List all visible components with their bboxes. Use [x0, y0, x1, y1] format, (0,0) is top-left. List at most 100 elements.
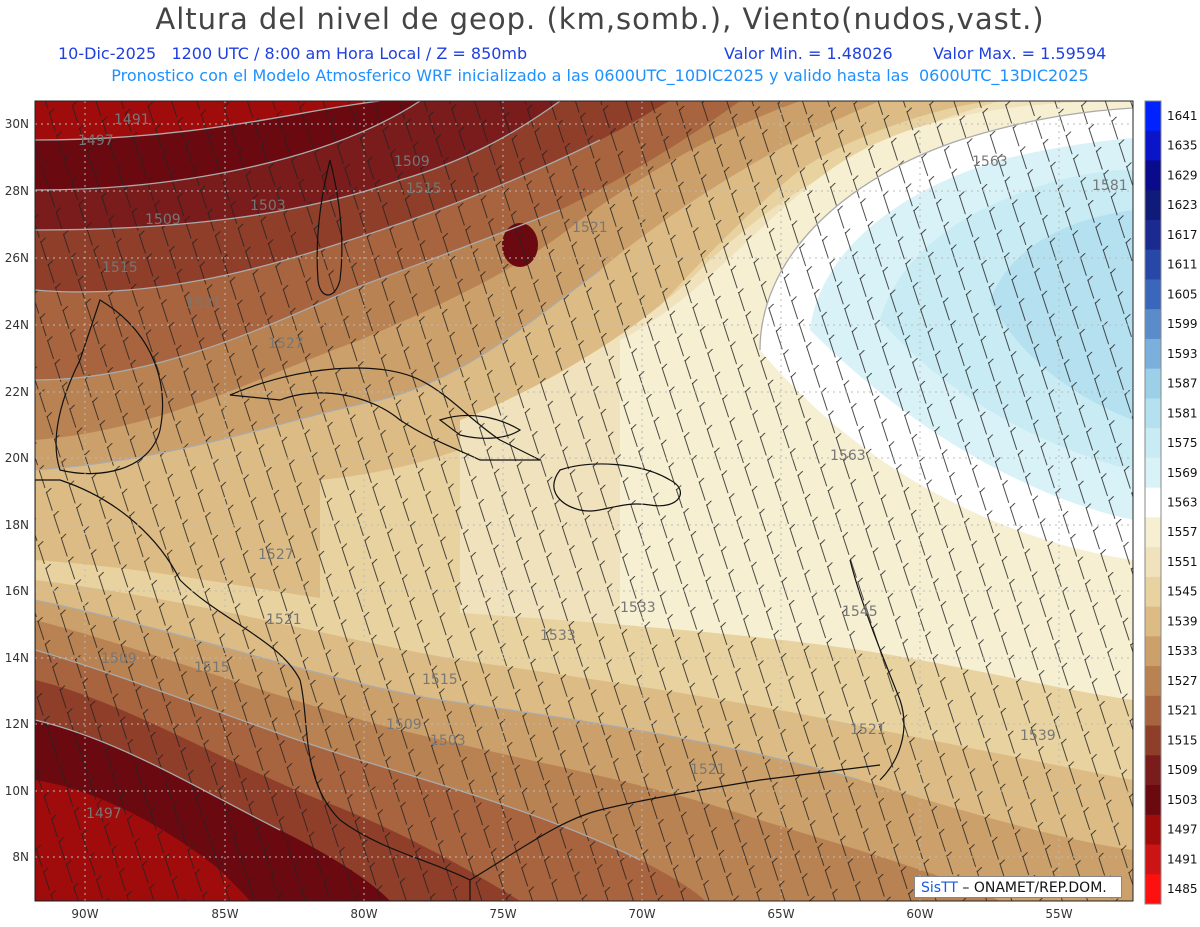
contour-labels: 1491 1497 1509 1503 1515 1509 1515 1521 …	[78, 112, 1128, 822]
colorbar-swatch	[1145, 219, 1161, 251]
contour-label: 1491	[114, 112, 150, 128]
lat-label: 28N	[5, 184, 29, 198]
lat-label: 10N	[5, 784, 29, 798]
colorbar-swatch	[1145, 487, 1161, 518]
contour-label: 1515	[102, 260, 138, 276]
contour-label: 1515	[194, 660, 230, 676]
colorbar-label: 1593	[1167, 347, 1198, 361]
geopotential-contours	[35, 101, 1133, 861]
colorbar-swatch	[1145, 636, 1161, 667]
colorbar-label: 1491	[1167, 852, 1198, 866]
valid-time: 10-Dic-2025 1200 UTC / 8:00 am Hora Loca…	[58, 44, 528, 63]
contour-label: 1527	[268, 336, 304, 352]
colorbar-swatch	[1145, 844, 1161, 875]
map-frame	[34, 100, 1134, 902]
lat-label: 12N	[5, 717, 29, 731]
contour-label: 1515	[406, 181, 442, 197]
colorbar-label: 1587	[1167, 377, 1198, 391]
colorbar-label: 1533	[1167, 644, 1198, 658]
colorbar-swatch	[1145, 725, 1161, 756]
colorbar-swatch	[1145, 517, 1161, 548]
colorbar-swatch	[1145, 695, 1161, 727]
contour-label: 1521	[690, 762, 726, 778]
colorbar-swatch	[1145, 547, 1161, 578]
colorbar-swatch	[1145, 785, 1161, 816]
contour-label: 1509	[394, 154, 430, 170]
model-note: Pronostico con el Modelo Atmosferico WRF…	[111, 66, 1089, 85]
lat-label: 8N	[12, 850, 29, 864]
contour-label: 1497	[78, 133, 114, 149]
min-value: Valor Min. = 1.48026	[724, 44, 893, 63]
contour-label: 1515	[422, 672, 458, 688]
colorbar-label: 1623	[1167, 198, 1198, 212]
colorbar-label: 1521	[1167, 704, 1198, 718]
longitude-axis: 90W 85W 80W 75W 70W 65W 60W 55W	[71, 907, 1072, 921]
colorbar: 1641 1635 1629 1623 1617 1611 1605 1599 1593 1587…	[1144, 100, 1198, 905]
lat-label: 18N	[5, 518, 29, 532]
colorbar-label: 1503	[1167, 793, 1198, 807]
contour-label: 1509	[386, 717, 422, 733]
contour-label: 1509	[145, 212, 181, 228]
lon-label: 75W	[489, 907, 516, 921]
contour-label: 1563	[830, 448, 866, 464]
geopotential-field	[35, 101, 1133, 901]
sistt-logo: SisTT	[921, 880, 958, 896]
colorbar-label: 1575	[1167, 436, 1198, 450]
colorbar-swatch	[1145, 249, 1161, 280]
colorbar-label: 1605	[1167, 287, 1198, 301]
colorbar-swatch	[1145, 309, 1161, 340]
contour-label: 1527	[258, 547, 294, 563]
colorbar-label: 1581	[1167, 406, 1198, 420]
colorbar-swatch	[1145, 279, 1161, 310]
contour-label: 1533	[540, 628, 576, 644]
colorbar-swatch	[1145, 814, 1161, 846]
colorbar-label: 1545	[1167, 585, 1198, 599]
colorbar-swatch	[1145, 160, 1161, 191]
contour-label: 1521	[266, 612, 302, 628]
colorbar-swatch	[1145, 130, 1161, 161]
lat-label: 26N	[5, 251, 29, 265]
colorbar-label: 1635	[1167, 139, 1198, 153]
colorbar-label: 1551	[1167, 555, 1198, 569]
colorbar-swatch	[1145, 874, 1161, 905]
credit-text: – ONAMET/REP.DOM.	[962, 880, 1107, 896]
contour-label: 1509	[101, 651, 137, 667]
contour-label: 1521	[850, 722, 886, 738]
contour-label: 1539	[1020, 728, 1056, 744]
colorbar-swatch	[1145, 606, 1161, 637]
credit-box: SisTT – ONAMET/REP.DOM.	[914, 876, 1122, 898]
contour-label: 1533	[620, 600, 656, 616]
colorbar-swatch	[1145, 338, 1161, 370]
lon-label: 80W	[350, 907, 377, 921]
lon-label: 70W	[628, 907, 655, 921]
colorbar-label: 1557	[1167, 525, 1198, 539]
colorbar-label: 1539	[1167, 614, 1198, 628]
colorbar-swatch	[1145, 755, 1161, 786]
lon-label: 90W	[71, 907, 98, 921]
colorbar-label: 1563	[1167, 496, 1198, 510]
contour-label: 1563	[972, 154, 1008, 170]
lat-label: 22N	[5, 385, 29, 399]
colorbar-label: 1611	[1167, 258, 1198, 272]
colorbar-label: 1509	[1167, 763, 1198, 777]
colorbar-label: 1599	[1167, 317, 1198, 331]
lat-label: 24N	[5, 318, 29, 332]
lat-label: 16N	[5, 584, 29, 598]
contour-label: 1581	[1092, 178, 1128, 194]
colorbar-label: 1629	[1167, 168, 1198, 182]
colorbar-label: 1569	[1167, 466, 1198, 480]
colorbar-swatch	[1145, 457, 1161, 489]
colorbar-label: 1527	[1167, 674, 1198, 688]
contour-label: 1521	[186, 296, 222, 312]
contour-label: 1545	[842, 604, 878, 620]
lon-label: 60W	[906, 907, 933, 921]
map-title: Altura del nivel de geop. (km,somb.), Vi…	[155, 2, 1045, 36]
latitude-axis: 30N 28N 26N 24N 22N 20N 18N 16N 14N 12N …	[5, 117, 29, 864]
colorbar-swatch	[1145, 368, 1161, 399]
colorbar-swatch	[1145, 666, 1161, 697]
colorbar-label: 1485	[1167, 882, 1198, 896]
lon-label: 85W	[211, 907, 238, 921]
colorbar-swatch	[1145, 101, 1161, 132]
colorbar-swatch	[1145, 428, 1161, 459]
